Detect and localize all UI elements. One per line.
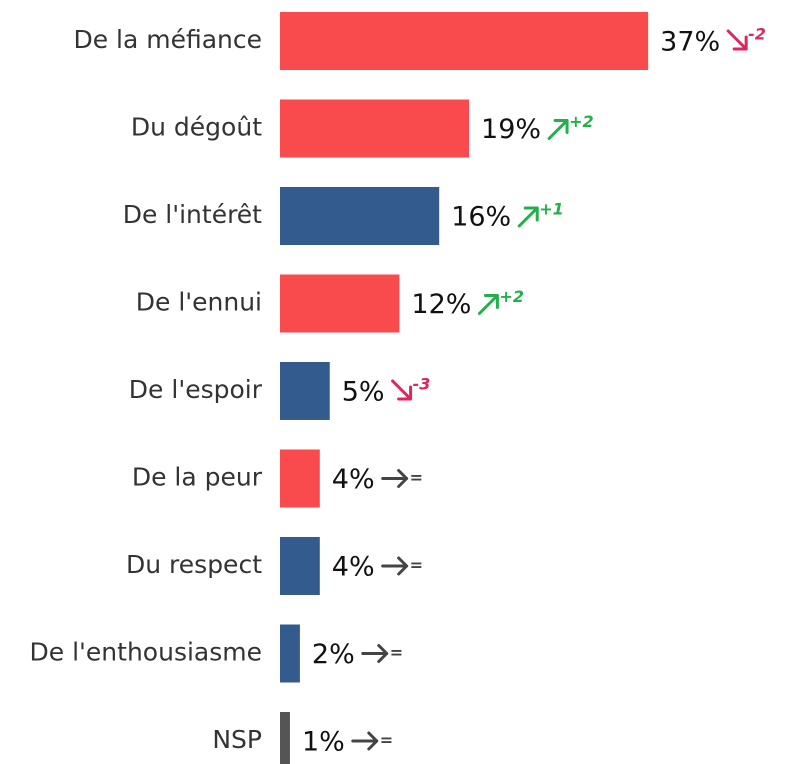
change-arrow xyxy=(361,644,389,663)
bar xyxy=(280,12,649,70)
value-label: 19% xyxy=(481,114,541,145)
value-label: 4% xyxy=(332,464,375,495)
change-label: = xyxy=(410,468,423,487)
change-label: = xyxy=(410,556,423,575)
value-label: 1% xyxy=(302,727,345,758)
value-label: 12% xyxy=(411,289,471,320)
value-label: 16% xyxy=(451,202,511,233)
bar xyxy=(280,274,400,333)
category-label: NSP xyxy=(212,725,262,754)
bar xyxy=(280,624,300,683)
change-arrow xyxy=(477,294,499,315)
category-label: De la méfiance xyxy=(73,25,262,54)
category-label: De l'intérêt xyxy=(123,200,262,229)
change-label: -3 xyxy=(413,375,431,394)
bar xyxy=(280,449,320,508)
change-label: = xyxy=(380,731,393,750)
value-label: 5% xyxy=(342,377,385,408)
category-label: De la peur xyxy=(132,463,263,492)
change-arrow xyxy=(391,379,413,401)
change-label: -2 xyxy=(748,25,766,44)
category-label: De l'ennui xyxy=(136,288,262,317)
value-label: 2% xyxy=(312,639,355,670)
change-arrow xyxy=(381,556,409,576)
bar xyxy=(280,187,440,245)
change-label: = xyxy=(390,643,403,662)
category-label: Du dégoût xyxy=(131,113,262,142)
category-label: De l'enthousiasme xyxy=(30,638,262,667)
value-label: 4% xyxy=(332,552,375,583)
change-arrow xyxy=(726,29,748,51)
bar xyxy=(280,712,290,764)
category-label: Du respect xyxy=(126,550,262,579)
change-arrow xyxy=(547,119,569,140)
change-arrow xyxy=(351,731,379,751)
change-label: +2 xyxy=(499,287,524,306)
bar xyxy=(280,99,470,158)
change-label: +1 xyxy=(539,200,564,219)
change-arrow xyxy=(517,206,539,228)
change-arrow xyxy=(381,469,409,488)
category-label: De l'espoir xyxy=(129,375,263,404)
change-label: +2 xyxy=(569,112,594,131)
value-label: 37% xyxy=(660,27,720,58)
bar xyxy=(280,362,330,420)
bar xyxy=(280,537,320,595)
